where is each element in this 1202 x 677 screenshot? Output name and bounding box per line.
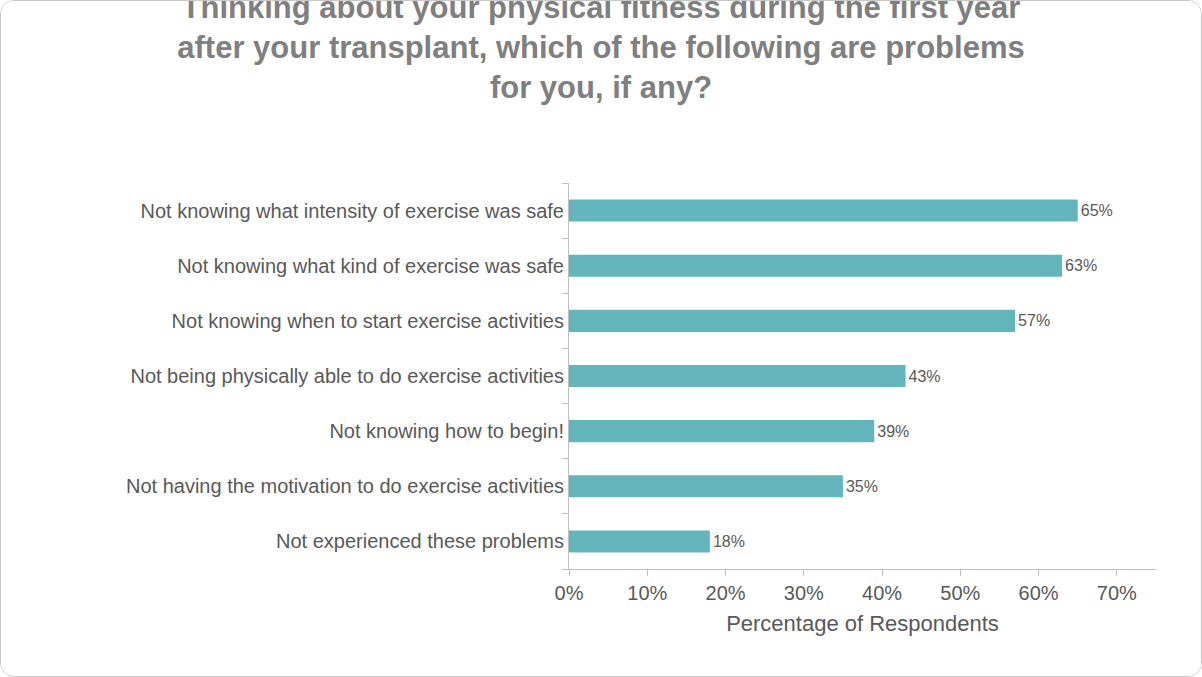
svg-text:70%: 70% (1097, 582, 1137, 604)
svg-text:18%: 18% (713, 533, 745, 550)
svg-text:0%: 0% (555, 582, 584, 604)
svg-text:35%: 35% (846, 478, 878, 495)
svg-text:30%: 30% (784, 582, 824, 604)
svg-text:50%: 50% (940, 582, 980, 604)
svg-text:Not knowing what kind of exerc: Not knowing what kind of exercise was sa… (177, 255, 564, 277)
svg-text:43%: 43% (909, 368, 941, 385)
svg-text:39%: 39% (877, 423, 909, 440)
svg-text:60%: 60% (1019, 582, 1059, 604)
svg-text:40%: 40% (862, 582, 902, 604)
svg-text:65%: 65% (1081, 202, 1113, 219)
svg-text:Not knowing what intensity of: Not knowing what intensity of exercise w… (140, 200, 564, 222)
svg-text:63%: 63% (1065, 257, 1097, 274)
svg-text:Percentage of Respondents: Percentage of Respondents (726, 611, 999, 636)
svg-text:Not experienced these problems: Not experienced these problems (276, 530, 564, 552)
svg-text:Not knowing how to begin!: Not knowing how to begin! (329, 420, 564, 442)
svg-text:Thinking about your physical f: Thinking about your physical fitness dur… (177, 1, 1024, 105)
svg-text:Not knowing when to start exer: Not knowing when to start exercise activ… (172, 310, 564, 332)
svg-text:Not being physically able to d: Not being physically able to do exercise… (130, 365, 564, 387)
svg-text:Not having the motivation to d: Not having the motivation to do exercise… (126, 475, 564, 497)
svg-text:20%: 20% (706, 582, 746, 604)
svg-text:10%: 10% (627, 582, 667, 604)
svg-text:57%: 57% (1018, 312, 1050, 329)
